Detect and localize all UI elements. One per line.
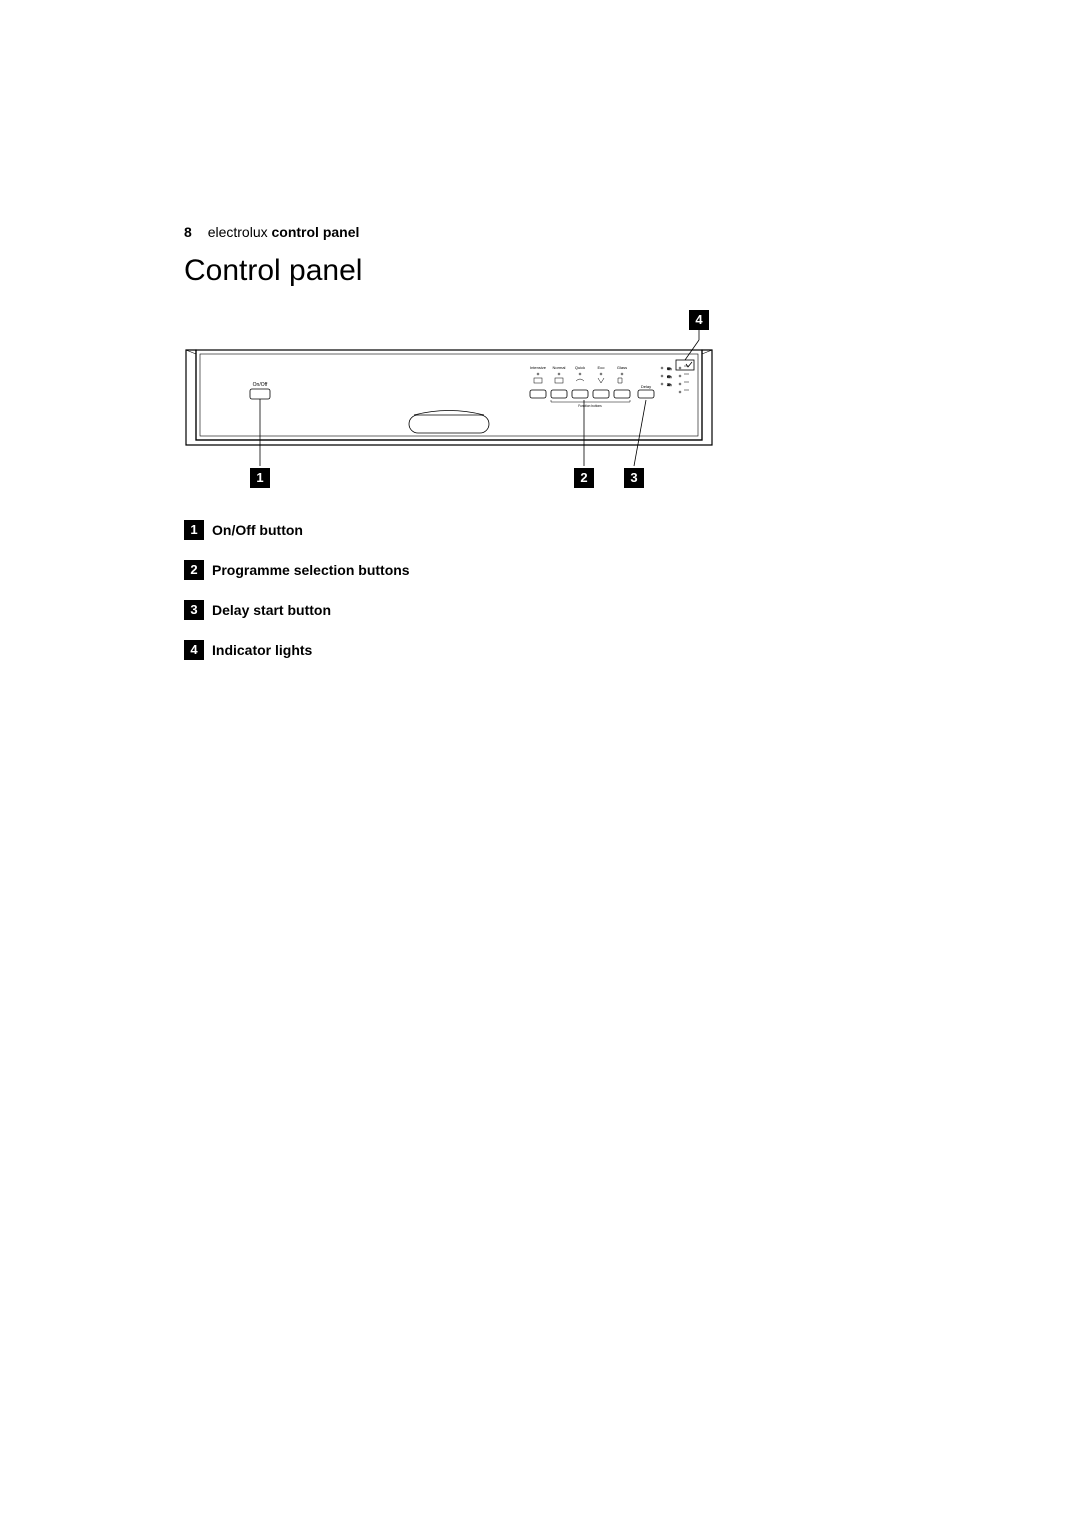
ind-2: 3h xyxy=(667,382,671,387)
ind-1: 6h xyxy=(667,374,671,379)
legend: 1 On/Off button 2 Programme selection bu… xyxy=(184,520,410,680)
panel-outline-group xyxy=(186,350,712,445)
control-panel-diagram: 4 1 2 3 On/Off xyxy=(184,310,714,510)
onoff-button xyxy=(250,389,270,399)
legend-row-3: 3 Delay start button xyxy=(184,600,410,620)
legend-text-4: Indicator lights xyxy=(212,642,312,658)
prog-label-4: Glass xyxy=(617,365,627,370)
callout-3: 3 xyxy=(624,468,644,488)
legend-text-1: On/Off button xyxy=(212,522,303,538)
callout-2: 2 xyxy=(574,468,594,488)
delay-button xyxy=(638,390,654,398)
legend-num-3: 3 xyxy=(184,600,204,620)
page-title: Control panel xyxy=(184,254,362,288)
door-handle xyxy=(409,411,489,434)
page-header: 8 electrolux control panel xyxy=(184,224,359,240)
programmes-group: Intensive Normal Quick Eco Glass xyxy=(530,365,654,408)
header-section-text: control panel xyxy=(272,224,360,240)
legend-text-2: Programme selection buttons xyxy=(212,562,410,578)
onoff-label: On/Off xyxy=(253,382,268,388)
indicator-box xyxy=(676,360,694,370)
legend-row-1: 1 On/Off button xyxy=(184,520,410,540)
delay-label: Delay xyxy=(641,384,651,389)
onoff-group: On/Off xyxy=(250,382,270,399)
manual-page: 8 electrolux control panel Control panel… xyxy=(0,0,1080,1528)
legend-row-4: 4 Indicator lights xyxy=(184,640,410,660)
prog-label-0: Intensive xyxy=(530,365,547,370)
legend-row-2: 2 Programme selection buttons xyxy=(184,560,410,580)
ind-0: 9h xyxy=(667,366,671,371)
legend-num-2: 2 xyxy=(184,560,204,580)
legend-text-3: Delay start button xyxy=(212,602,331,618)
legend-num-4: 4 xyxy=(184,640,204,660)
prog-label-1: Normal xyxy=(553,365,566,370)
page-number: 8 xyxy=(184,224,192,240)
brand-name: electrolux xyxy=(208,224,268,240)
callout-1: 1 xyxy=(250,468,270,488)
prog-label-3: Eco xyxy=(598,365,606,370)
prog-label-2: Quick xyxy=(575,365,585,370)
prog-buttons-row xyxy=(530,390,654,398)
function-buttons-label: Function buttons xyxy=(578,404,602,408)
legend-num-1: 1 xyxy=(184,520,204,540)
callout-4: 4 xyxy=(689,310,709,330)
indicator-lights-group: 9h 6h 3h xyxy=(661,360,694,393)
